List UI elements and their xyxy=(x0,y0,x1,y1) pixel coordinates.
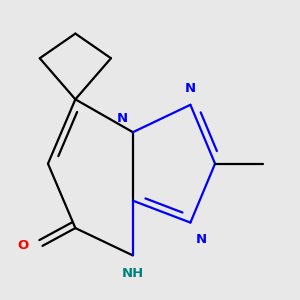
Text: O: O xyxy=(18,239,29,252)
Text: N: N xyxy=(116,112,128,125)
Text: N: N xyxy=(185,82,196,95)
Text: NH: NH xyxy=(122,267,144,280)
Text: N: N xyxy=(196,232,207,245)
